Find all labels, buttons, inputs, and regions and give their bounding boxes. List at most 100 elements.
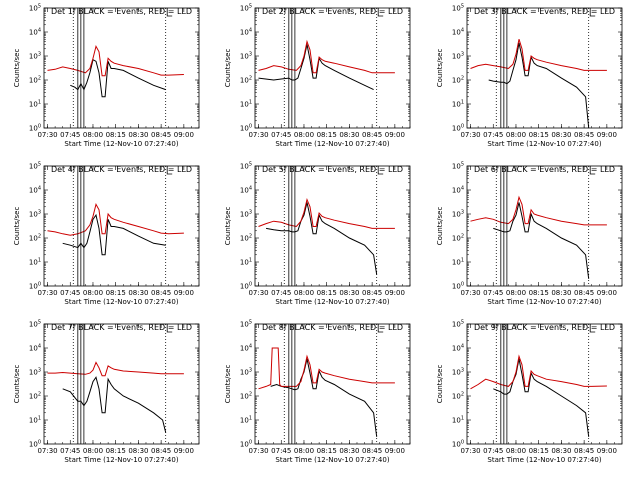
x-axis-label: Start Time (12-Nov-10 07:27:40) [487,298,601,306]
y-tick-label: 103 [29,52,41,61]
x-tick-label: 09:00 [174,289,194,297]
x-tick-label: 09:00 [597,131,617,139]
y-tick-label: 101 [452,416,464,425]
panel-title: Det 2f BLACK = Events, RED = LLD [262,7,403,16]
plot-frame [43,7,200,129]
x-tick-label: 09:00 [174,447,194,455]
y-tick-label: 102 [452,234,464,243]
x-tick-label: 08:45 [574,447,594,455]
y-tick-label: 101 [240,100,252,109]
x-tick-label: 08:00 [294,447,314,455]
x-tick-label: 08:45 [362,289,382,297]
y-tick-label: 102 [29,234,41,243]
panel-title: Det 6f BLACK = Events, RED = LLD [474,165,615,174]
y-tick-label: 102 [452,76,464,85]
y-tick-label: 100 [29,124,41,133]
plot-frame [466,165,623,287]
bracket-marker [589,8,596,17]
x-axis-label: Start Time (12-Nov-10 07:27:40) [275,298,389,306]
x-tick-label: 07:45 [483,447,503,455]
y-axis-label: Counts/sec [224,207,232,246]
y-tick-label: 103 [29,210,41,219]
x-tick-label: 07:30 [460,447,480,455]
x-tick-label: 08:30 [339,447,359,455]
y-tick-label: 102 [240,234,252,243]
lld-series-line [258,347,395,390]
x-axis-label: Start Time (12-Nov-10 07:27:40) [64,456,178,464]
y-tick-label: 105 [240,162,252,171]
x-axis-label: Start Time (12-Nov-10 07:27:40) [64,140,178,148]
x-tick-label: 09:00 [597,447,617,455]
events-series-line [266,202,378,275]
y-tick-label: 102 [29,392,41,401]
y-tick-label: 103 [240,52,252,61]
y-tick-label: 105 [452,4,464,13]
events-series-line [488,42,590,128]
y-tick-label: 104 [29,28,41,37]
x-tick-label: 08:00 [506,447,526,455]
x-axis-label: Start Time (12-Nov-10 07:27:40) [487,456,601,464]
x-axis-label: Start Time (12-Nov-10 07:27:40) [275,140,389,148]
y-tick-label: 101 [29,416,41,425]
x-tick-label: 07:30 [248,447,268,455]
y-tick-label: 103 [452,210,464,219]
y-tick-label: 101 [240,258,252,267]
x-tick-label: 08:00 [83,447,103,455]
x-tick-label: 07:45 [271,131,291,139]
y-tick-label: 104 [29,344,41,353]
panel-title: Det 4f BLACK = Events, RED = LLD [51,165,192,174]
y-tick-label: 104 [240,28,252,37]
bracket-marker [166,8,173,17]
y-tick-label: 102 [452,392,464,401]
y-tick-label: 103 [29,368,41,377]
y-axis-label: Counts/sec [13,365,21,404]
x-tick-label: 07:45 [271,447,291,455]
y-tick-label: 105 [29,4,41,13]
x-tick-label: 07:45 [60,289,80,297]
y-tick-label: 104 [452,344,464,353]
y-tick-label: 100 [29,440,41,449]
panel-title: Det 1f BLACK = Events, RED = LLD [51,7,192,16]
x-tick-label: 08:45 [151,447,171,455]
events-series-line [258,44,374,91]
events-series-line [493,202,590,279]
events-series-line [493,358,590,437]
lld-series-line [47,361,184,377]
x-tick-label: 08:15 [529,289,549,297]
y-tick-label: 101 [452,100,464,109]
lld-series-line [470,39,607,71]
y-tick-label: 105 [29,162,41,171]
y-tick-label: 100 [240,440,252,449]
x-tick-label: 08:15 [317,131,337,139]
x-tick-label: 09:00 [385,289,405,297]
y-tick-label: 100 [452,440,464,449]
y-tick-label: 101 [240,416,252,425]
y-tick-label: 102 [240,76,252,85]
x-tick-label: 08:30 [339,289,359,297]
x-tick-label: 08:45 [574,289,594,297]
x-tick-label: 07:30 [248,289,268,297]
y-tick-label: 100 [240,282,252,291]
y-axis-label: Counts/sec [436,365,444,404]
x-tick-label: 08:30 [551,447,571,455]
y-tick-label: 105 [29,320,41,329]
events-series-line [70,58,166,98]
x-tick-label: 07:30 [460,289,480,297]
y-tick-label: 105 [452,320,464,329]
lld-series-line [47,203,184,236]
y-tick-label: 101 [29,258,41,267]
x-tick-label: 07:45 [483,289,503,297]
x-axis-label: Start Time (12-Nov-10 07:27:40) [64,298,178,306]
x-tick-label: 07:30 [460,131,480,139]
x-tick-label: 08:45 [574,131,594,139]
x-tick-label: 07:30 [37,131,57,139]
y-tick-label: 104 [29,186,41,195]
y-tick-label: 105 [240,4,252,13]
plot-frame [466,7,623,129]
